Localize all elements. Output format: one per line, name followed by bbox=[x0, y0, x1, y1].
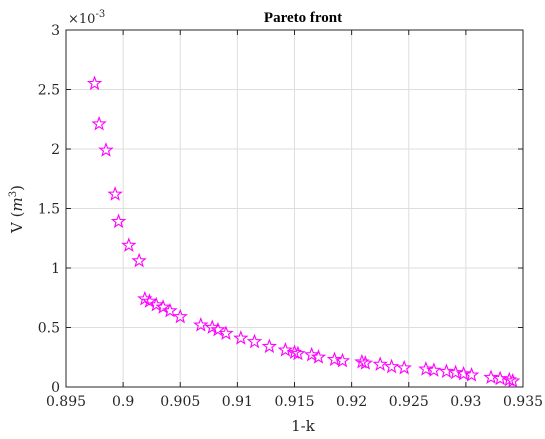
data-point-star bbox=[303, 346, 320, 362]
data-point-star bbox=[277, 342, 294, 357]
data-point-star bbox=[426, 362, 442, 377]
x-tick-label: 0.905 bbox=[160, 394, 200, 410]
data-point-star bbox=[463, 367, 480, 382]
data-point-star bbox=[98, 142, 114, 157]
data-point-star bbox=[383, 358, 400, 374]
x-tick-label: 0.895 bbox=[46, 394, 86, 410]
y-axis-label-prefix: V ( bbox=[8, 212, 26, 234]
x-axis-label: 1-k bbox=[291, 417, 316, 435]
data-point-star bbox=[110, 213, 127, 229]
data-point-star bbox=[91, 115, 107, 131]
y-tick-label: 1 bbox=[51, 261, 60, 277]
x-tick-label: 0.9 bbox=[112, 394, 134, 410]
data-point-star bbox=[438, 363, 455, 379]
y-tick-label: 2 bbox=[51, 142, 60, 158]
data-point-star bbox=[148, 296, 164, 312]
data-point-star bbox=[155, 299, 171, 314]
x-tick-label: 0.915 bbox=[274, 394, 314, 410]
x-tick-label: 0.935 bbox=[503, 394, 543, 410]
data-point-star bbox=[492, 370, 508, 386]
y-axis-label: V (m3) bbox=[8, 185, 26, 234]
y-axis-label-unit-exp: 3 bbox=[8, 191, 19, 197]
y-axis-label-unit: m bbox=[8, 197, 26, 211]
y-multiplier: ×10-3 bbox=[68, 9, 105, 27]
y-tick-label: 2.5 bbox=[38, 83, 60, 99]
data-point-star bbox=[372, 356, 388, 371]
data-point-star bbox=[193, 317, 209, 332]
data-point-star bbox=[483, 369, 499, 385]
data-point-star bbox=[107, 186, 123, 201]
data-point-star bbox=[396, 359, 412, 375]
data-point-star bbox=[218, 325, 234, 340]
data-point-star bbox=[505, 372, 521, 388]
data-point-star bbox=[455, 365, 472, 381]
data-point-star bbox=[326, 351, 343, 367]
data-point-star bbox=[418, 361, 434, 376]
data-point-star bbox=[447, 364, 464, 380]
data-point-star bbox=[141, 293, 158, 308]
y-tick-label: 1.5 bbox=[38, 202, 60, 218]
y-tick-label: 0.5 bbox=[38, 321, 60, 337]
x-tick-label: 0.91 bbox=[222, 394, 253, 410]
data-point-star bbox=[137, 290, 153, 306]
data-point-star bbox=[357, 355, 374, 370]
data-point-star bbox=[310, 349, 327, 364]
x-tick-label: 0.93 bbox=[450, 394, 481, 410]
data-point-star bbox=[246, 333, 263, 349]
data-points bbox=[86, 75, 521, 388]
y-axis: 0 0.5 1 1.5 2 2.5 3 bbox=[38, 23, 523, 396]
data-point-star bbox=[334, 352, 351, 368]
chart-title: Pareto front bbox=[264, 10, 342, 26]
data-point-star bbox=[210, 321, 226, 337]
grid bbox=[65, 29, 524, 388]
data-point-star bbox=[290, 345, 306, 361]
data-point-star bbox=[121, 237, 137, 252]
data-point-star bbox=[172, 308, 188, 324]
data-point-star bbox=[86, 75, 103, 91]
y-multiplier-exponent: -3 bbox=[95, 9, 105, 20]
y-multiplier-base: ×10 bbox=[68, 12, 95, 27]
data-point-star bbox=[261, 338, 278, 354]
y-axis-label-suffix: ) bbox=[8, 185, 26, 191]
y-tick-label: 0 bbox=[51, 380, 60, 396]
data-point-star bbox=[233, 330, 249, 345]
x-tick-label: 0.92 bbox=[336, 394, 367, 410]
y-tick-label: 3 bbox=[51, 23, 60, 39]
data-point-star bbox=[162, 302, 178, 318]
x-axis: 0.895 0.9 0.905 0.91 0.915 0.92 0.925 0.93 0.935 bbox=[46, 30, 543, 410]
data-point-star bbox=[131, 252, 147, 268]
x-tick-label: 0.925 bbox=[389, 394, 429, 410]
